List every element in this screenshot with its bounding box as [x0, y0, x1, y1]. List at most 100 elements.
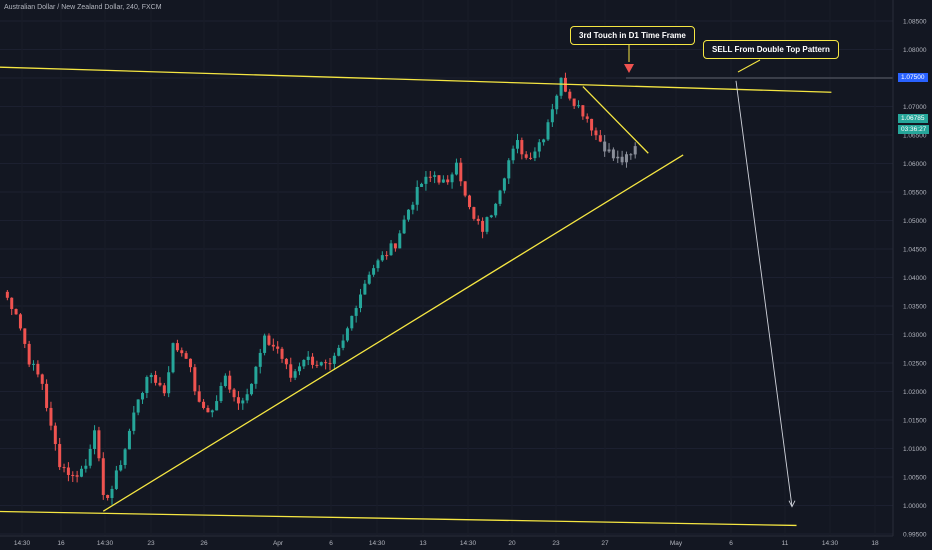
candle [271, 338, 275, 351]
candle [171, 342, 175, 374]
candle [616, 150, 620, 164]
candle [450, 172, 454, 189]
time-tick-label: 26 [200, 540, 208, 547]
candle [206, 405, 210, 413]
candle [568, 88, 572, 101]
candle [84, 459, 88, 473]
candle [463, 181, 467, 198]
trendline[interactable] [102, 154, 684, 512]
trendline[interactable] [582, 86, 649, 154]
candle [380, 251, 384, 262]
candle [127, 428, 131, 450]
arrow-head [788, 500, 796, 508]
candle [328, 357, 332, 371]
candle [332, 352, 336, 370]
time-tick-label: May [670, 540, 683, 547]
candle [193, 364, 197, 396]
candle [5, 290, 9, 301]
candle [406, 209, 410, 222]
time-tick-label: 13 [419, 540, 427, 547]
candle [145, 375, 149, 399]
time-tick-label: 14:30 [369, 540, 386, 547]
candle [529, 152, 533, 160]
price-tick-label: 1.00000 [903, 503, 927, 510]
candle [250, 383, 254, 396]
candle [563, 72, 567, 93]
candle [167, 366, 171, 398]
candle [420, 182, 424, 187]
candle [507, 158, 511, 184]
price-tag-countdown: 03:36:27 [898, 124, 930, 134]
candle [372, 264, 376, 277]
candle [175, 339, 179, 352]
candle [184, 350, 188, 359]
candle [18, 313, 22, 331]
candlestick-series [5, 72, 637, 505]
candle [415, 180, 419, 211]
time-tick-label: 23 [552, 540, 560, 547]
candle [376, 258, 380, 272]
candle [607, 143, 611, 154]
candle [577, 100, 581, 109]
time-tick-label: 14:30 [460, 540, 477, 547]
candle [363, 280, 367, 295]
candle [66, 462, 70, 482]
annotation-touch[interactable]: 3rd Touch in D1 Time Frame [570, 26, 695, 45]
candle [454, 158, 458, 176]
candle [485, 216, 489, 235]
candle [428, 170, 432, 182]
price-tick-label: 1.06000 [903, 161, 927, 168]
candle [71, 471, 75, 483]
time-tick-label: 14:30 [822, 540, 839, 547]
time-axis[interactable]: 14:30 16 14:30 23 26 Apr 6 14:30 13 14:30 20 23 27 Ma… [14, 540, 879, 547]
candle [49, 401, 53, 431]
candle [494, 202, 498, 218]
candle [223, 373, 227, 388]
candle [263, 333, 267, 356]
arrow-down-icon [624, 64, 634, 73]
candle [62, 463, 66, 473]
candle [629, 153, 633, 160]
candle [93, 425, 97, 455]
candle [468, 194, 472, 210]
candle [633, 142, 637, 159]
candle [293, 368, 297, 381]
candle [267, 333, 271, 346]
candle [45, 379, 49, 412]
candle [311, 353, 315, 369]
time-tick-label: 11 [782, 540, 789, 547]
candle [624, 151, 628, 168]
price-axis[interactable]: 1.085001.080001.075001.070001.065001.060… [903, 19, 927, 539]
candle [297, 362, 301, 376]
candle [341, 334, 345, 351]
candle [106, 494, 110, 501]
candle [598, 129, 602, 143]
candle [79, 465, 83, 478]
candle [232, 387, 236, 402]
candle [53, 422, 57, 451]
candle [149, 372, 153, 384]
price-tick-label: 1.08000 [903, 47, 927, 54]
price-tick-label: 1.02500 [903, 361, 927, 368]
trendlines [0, 44, 893, 527]
candle [354, 305, 358, 323]
candle [603, 134, 607, 157]
chart-grid [0, 20, 893, 535]
candle [88, 444, 92, 469]
time-tick-label: 18 [871, 540, 879, 547]
price-tick-label: 1.01500 [903, 418, 927, 425]
annotation-pointer [737, 59, 761, 73]
candle [32, 360, 36, 371]
candle [520, 137, 524, 160]
projection-arrow[interactable] [735, 80, 793, 507]
candle [215, 395, 219, 411]
candle [40, 373, 44, 391]
candle [210, 409, 214, 418]
trendline[interactable] [0, 510, 797, 527]
candle [389, 240, 393, 256]
annotation-sell[interactable]: SELL From Double Top Pattern [703, 40, 839, 59]
trendline[interactable] [0, 66, 832, 93]
candle [511, 145, 515, 164]
candle [590, 118, 594, 136]
